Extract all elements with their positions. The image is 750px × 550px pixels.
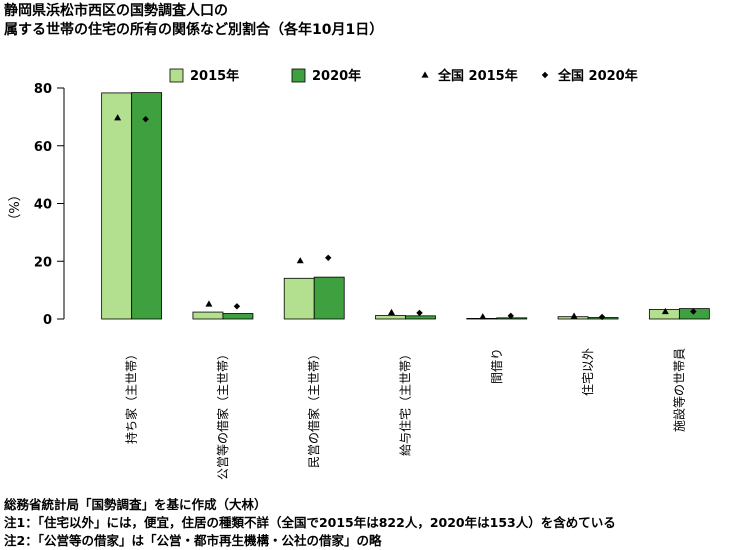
source-note: 総務省統計局「国勢調査」を基に作成（大林） [4, 497, 267, 512]
marker-national-2015-7 [661, 307, 669, 315]
marker-national-2015-4 [388, 308, 395, 315]
category-label-2: 公営等の借家（主世帯） [215, 348, 230, 480]
category-label-3: 民営の借家（主世帯） [306, 348, 321, 468]
marker-national-2015-2 [205, 300, 213, 307]
legend-marker-triangle [421, 71, 429, 78]
y-tick-label-80: 80 [34, 82, 52, 97]
bar-2015-3 [283, 277, 315, 320]
legend-label-4: 全国 2020年 [557, 68, 638, 84]
y-axis-label: （%） [8, 188, 23, 226]
marker-national-2020-5 [507, 312, 514, 320]
chart-notes: 総務省統計局「国勢調査」を基に作成（大林） 注1：「住宅以外」には，便宜，住居の… [4, 496, 616, 550]
legend-label-1: 2015年 [190, 68, 239, 84]
y-tick-label-40: 40 [34, 198, 52, 213]
category-label-1: 持ち家（主世帯） [124, 348, 139, 444]
legend-label-3: 全国 2015年 [437, 68, 518, 84]
marker-national-2020-3 [325, 254, 332, 261]
category-label-7: 施設等の世帯員 [671, 348, 686, 432]
category-label-5: 間借り [490, 348, 504, 384]
chart-title-line-1: 静岡県浜松市西区の国勢調査人口の [4, 3, 228, 19]
bar-chart: 0 20 40 60 80 （%） 持ち家（主世帯） 公営等の借家（主世帯） 民営の借家（主世帯… [8, 68, 710, 480]
marker-national-2020-6 [598, 313, 606, 321]
bar-2015-2 [192, 311, 224, 320]
y-tick-label-20: 20 [34, 255, 52, 270]
marker-national-2020-2 [233, 303, 241, 310]
chart-title: 静岡県浜松市西区の国勢調査人口の 属する世帯の住宅の所有の関係など別割合（各年1… [4, 2, 383, 40]
legend-swatch-1 [169, 68, 184, 83]
marker-national-2020-7 [690, 308, 697, 315]
bar-2020-2 [222, 313, 254, 320]
bar-2020-1 [131, 92, 163, 320]
footnote-2: 注2：「公営等の借家」は「公営・都市再生機構・公社の借家」の略 [4, 533, 382, 548]
marker-national-2020-4 [416, 309, 423, 317]
legend-marker-diamond [541, 71, 549, 79]
category-label-4: 給与住宅（主世帯） [398, 348, 413, 456]
marker-national-2015-1 [114, 114, 122, 121]
category-label-6: 住宅以外 [580, 348, 595, 396]
bar-2020-7 [678, 308, 710, 320]
marker-national-2020-1 [142, 115, 149, 123]
y-tick-label-0: 0 [43, 313, 52, 328]
footnote-1: 注1：「住宅以外」には，便宜，住居の種類不詳（全国で2015年は822人，202… [4, 515, 616, 530]
chart-title-line-2: 属する世帯の住宅の所有の関係など別割合（各年10月1日） [4, 22, 384, 38]
marker-national-2015-3 [296, 257, 304, 264]
bar-2020-3 [313, 276, 345, 320]
marker-national-2015-6 [570, 312, 578, 319]
bar-2020-4 [405, 315, 436, 320]
legend-label-2: 2020年 [312, 68, 361, 84]
bar-2015-4 [375, 315, 406, 320]
bar-2015-1 [101, 92, 133, 320]
y-tick-label-60: 60 [34, 140, 52, 155]
marker-national-2015-5 [479, 313, 487, 320]
legend-swatch-2 [291, 68, 306, 83]
